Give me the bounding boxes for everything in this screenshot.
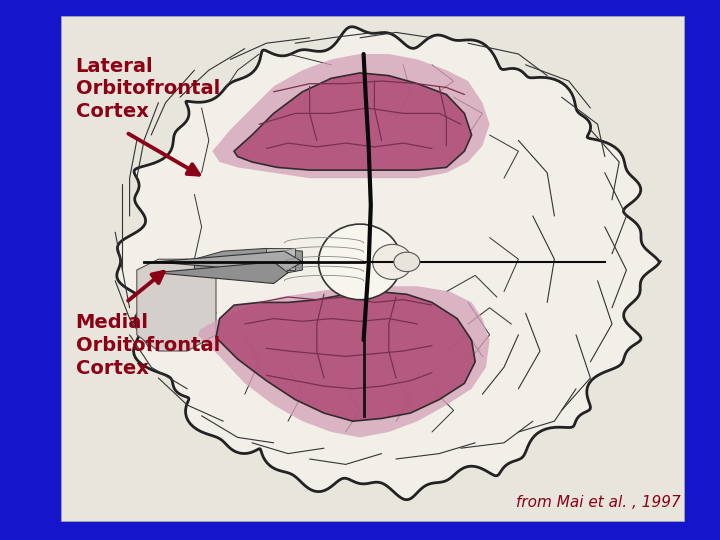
Polygon shape bbox=[234, 73, 472, 170]
Polygon shape bbox=[155, 262, 288, 284]
Polygon shape bbox=[155, 251, 302, 273]
Ellipse shape bbox=[319, 224, 402, 300]
Text: Medial
Orbitofrontal
Cortex: Medial Orbitofrontal Cortex bbox=[76, 313, 220, 377]
Polygon shape bbox=[266, 248, 295, 270]
Polygon shape bbox=[137, 259, 216, 351]
Polygon shape bbox=[117, 26, 660, 500]
Polygon shape bbox=[198, 286, 490, 437]
Circle shape bbox=[394, 252, 420, 272]
Polygon shape bbox=[212, 54, 490, 178]
Polygon shape bbox=[216, 292, 475, 421]
Polygon shape bbox=[194, 248, 302, 275]
FancyBboxPatch shape bbox=[61, 16, 684, 521]
Ellipse shape bbox=[373, 244, 413, 280]
Text: Lateral
Orbitofrontal
Cortex: Lateral Orbitofrontal Cortex bbox=[76, 57, 220, 121]
Text: from Mai et al. , 1997: from Mai et al. , 1997 bbox=[516, 495, 680, 510]
